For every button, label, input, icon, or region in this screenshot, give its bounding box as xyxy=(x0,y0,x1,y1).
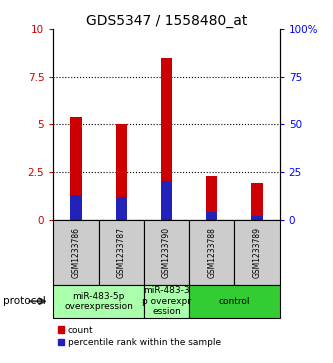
Text: GSM1233786: GSM1233786 xyxy=(71,227,81,278)
Text: control: control xyxy=(219,297,250,306)
Bar xyxy=(234,220,280,285)
Text: miR-483-5p
overexpression: miR-483-5p overexpression xyxy=(64,291,133,311)
Title: GDS5347 / 1558480_at: GDS5347 / 1558480_at xyxy=(86,14,247,28)
Bar xyxy=(251,216,263,220)
Bar xyxy=(251,183,263,220)
Bar xyxy=(189,285,280,318)
Text: GSM1233790: GSM1233790 xyxy=(162,227,171,278)
Bar xyxy=(70,195,82,220)
Bar xyxy=(161,58,172,220)
Bar xyxy=(206,176,217,220)
Text: miR-483-3
p overexpr
ession: miR-483-3 p overexpr ession xyxy=(142,286,191,316)
Bar xyxy=(116,197,127,220)
Bar xyxy=(189,220,234,285)
Text: GSM1233787: GSM1233787 xyxy=(117,227,126,278)
Bar xyxy=(53,220,99,285)
Bar xyxy=(161,182,172,220)
Bar xyxy=(144,285,189,318)
Text: protocol: protocol xyxy=(3,296,46,306)
Bar xyxy=(116,124,127,220)
Bar xyxy=(70,117,82,220)
Bar xyxy=(206,212,217,220)
Legend: count, percentile rank within the sample: count, percentile rank within the sample xyxy=(58,326,221,347)
Text: GSM1233789: GSM1233789 xyxy=(252,227,262,278)
Bar xyxy=(99,220,144,285)
Bar xyxy=(144,220,189,285)
Text: GSM1233788: GSM1233788 xyxy=(207,227,216,278)
Bar xyxy=(53,285,144,318)
